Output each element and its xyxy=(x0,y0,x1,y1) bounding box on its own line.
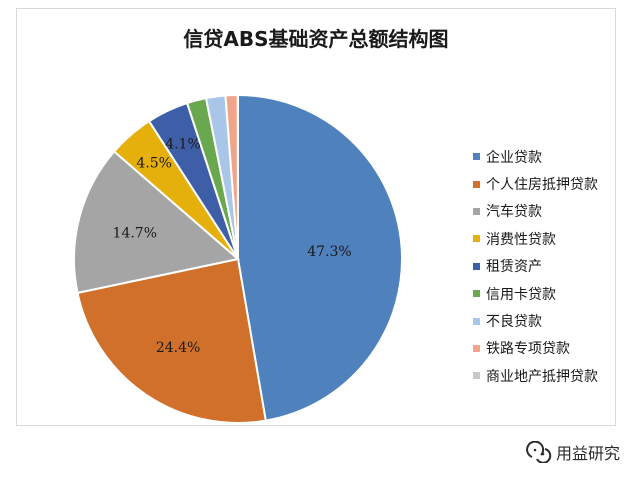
pie-slice xyxy=(76,257,267,424)
legend-label: 汽车贷款 xyxy=(486,204,542,221)
legend-label: 不良贷款 xyxy=(486,314,542,331)
data-label: 47.3% xyxy=(307,244,351,260)
chart-frame: 信贷ABS基础资产总额结构图 47.3% 24.4% 14.7% 4.5% 4.1% 企… xyxy=(16,8,616,426)
legend-label: 铁路专项贷款 xyxy=(486,341,570,358)
legend-swatch xyxy=(473,180,480,188)
legend-label: 企业贷款 xyxy=(486,149,542,166)
watermark-text: 用益研究 xyxy=(556,444,621,463)
legend-swatch xyxy=(473,153,480,161)
legend-item: 个人住房抵押贷款 xyxy=(473,170,598,197)
legend-label: 租赁资产 xyxy=(486,259,542,276)
legend-swatch xyxy=(473,344,480,352)
legend-label: 商业地产抵押贷款 xyxy=(486,368,598,385)
legend-item: 信用卡贷款 xyxy=(473,280,598,307)
legend-swatch xyxy=(473,235,480,243)
legend-label: 个人住房抵押贷款 xyxy=(486,177,598,194)
legend-label: 消费性贷款 xyxy=(486,231,556,248)
data-label: 14.7% xyxy=(113,225,157,241)
legend-item: 消费性贷款 xyxy=(473,225,598,252)
data-label: 24.4% xyxy=(156,340,200,356)
legend-item: 不良贷款 xyxy=(473,307,598,334)
pie-slice xyxy=(73,150,241,295)
legend-swatch xyxy=(473,290,480,298)
legend-item: 租赁资产 xyxy=(473,253,598,280)
data-label: 4.5% xyxy=(136,155,172,171)
legend-item: 商业地产抵押贷款 xyxy=(473,362,598,389)
data-label: 4.1% xyxy=(165,137,201,153)
legend-item: 汽车贷款 xyxy=(473,198,598,225)
pie-chart: 47.3% 24.4% 14.7% 4.5% 4.1% xyxy=(73,93,403,424)
legend-item: 铁路专项贷款 xyxy=(473,335,598,362)
legend-item: 企业贷款 xyxy=(473,143,598,170)
legend-swatch xyxy=(473,372,480,380)
watermark: 用益研究 xyxy=(526,440,620,464)
legend: 企业贷款个人住房抵押贷款 汽车贷款消费性贷款租赁资产信用卡贷款不良贷款铁路专项贷款… xyxy=(473,143,598,390)
legend-label: 信用卡贷款 xyxy=(486,286,556,303)
chart-title: 信贷ABS基础资产总额结构图 xyxy=(183,27,449,51)
legend-swatch xyxy=(473,262,480,270)
legend-swatch xyxy=(473,317,480,325)
wechat-icon xyxy=(526,441,552,463)
legend-swatch xyxy=(473,207,480,215)
pie-slice xyxy=(237,93,403,422)
